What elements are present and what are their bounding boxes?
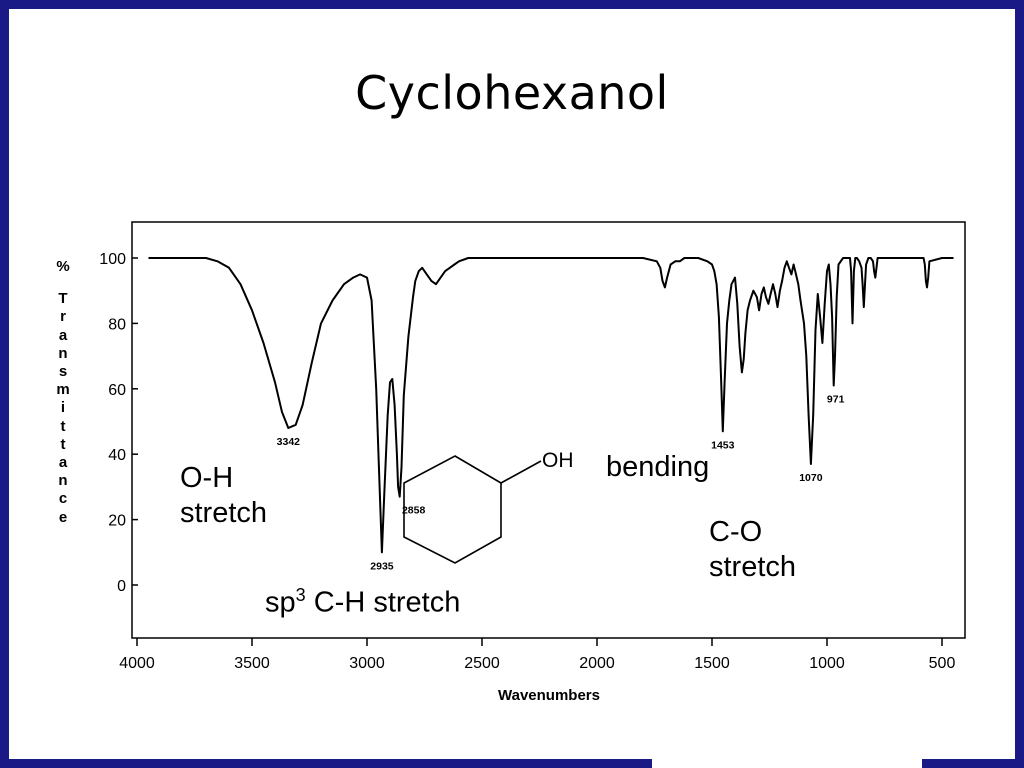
y-tick-label: 60 bbox=[108, 382, 126, 399]
y-axis-title-letter: T bbox=[58, 290, 68, 308]
peak-label: 3342 bbox=[277, 436, 301, 448]
peak-label: 2858 bbox=[402, 505, 426, 517]
peak-label: 971 bbox=[827, 394, 845, 406]
y-axis-title-letter: n bbox=[58, 472, 68, 490]
y-axis-title-letter: c bbox=[58, 490, 68, 508]
y-axis-title-letter: a bbox=[58, 454, 68, 472]
x-tick-label: 500 bbox=[929, 655, 956, 672]
ch-stretch-prefix: sp bbox=[265, 586, 296, 619]
y-axis-title-letter: s bbox=[58, 363, 68, 381]
ch-stretch-superscript: 3 bbox=[295, 585, 306, 605]
oh-stretch-line-1: O-H bbox=[180, 462, 234, 494]
x-axis-title: Wavenumbers bbox=[498, 687, 600, 704]
y-axis-title-letter: r bbox=[60, 308, 66, 326]
oh-stretch-annotation: O-H stretch bbox=[180, 461, 267, 531]
y-axis-title-letter: t bbox=[60, 435, 66, 453]
peak-label: 1070 bbox=[799, 472, 823, 484]
bending-annotation: bending bbox=[606, 451, 710, 483]
oh-group-label: OH bbox=[542, 449, 574, 472]
peak-label: 2935 bbox=[370, 560, 394, 572]
frame-bottom-bar-left bbox=[0, 759, 652, 768]
x-tick-label: 1500 bbox=[694, 655, 730, 672]
y-axis-title-letter: e bbox=[58, 508, 68, 526]
slide-title: Cyclohexanol bbox=[355, 66, 669, 120]
x-tick-label: 2500 bbox=[464, 655, 500, 672]
ch-stretch-suffix: C-H stretch bbox=[305, 586, 461, 619]
x-tick-label: 3000 bbox=[349, 655, 385, 672]
y-tick-label: 20 bbox=[108, 513, 126, 530]
y-tick-label: 0 bbox=[117, 578, 126, 595]
y-tick-label: 100 bbox=[99, 251, 126, 268]
x-tick-label: 1000 bbox=[809, 655, 845, 672]
y-tick-label: 80 bbox=[108, 316, 126, 333]
co-stretch-annotation: C-O stretch bbox=[709, 515, 796, 585]
oh-stretch-line-2: stretch bbox=[180, 497, 268, 529]
x-tick-label: 3500 bbox=[234, 655, 270, 672]
y-axis-title-letter: i bbox=[60, 399, 66, 417]
cyclohexanol-structure: OH bbox=[403, 449, 574, 564]
plot-area-frame bbox=[131, 221, 966, 639]
y-axis-title-letter: t bbox=[60, 417, 66, 435]
peak-labels: 3342 2935 2858 1453 1070 971 bbox=[277, 394, 845, 573]
y-axis-title-letter: n bbox=[58, 344, 68, 362]
frame-bottom-bar-right bbox=[922, 759, 1024, 768]
y-axis-ticks: 100 80 60 40 20 0 bbox=[99, 251, 138, 595]
co-stretch-line-1: C-O bbox=[709, 516, 763, 548]
y-axis-title-letter: m bbox=[56, 381, 70, 399]
y-axis-title-symbol: % bbox=[56, 258, 70, 275]
x-tick-label: 4000 bbox=[119, 655, 155, 672]
x-axis-ticks: 4000 3500 3000 2500 2000 1500 1000 500 bbox=[119, 638, 955, 672]
oh-bond bbox=[500, 460, 542, 484]
peak-label: 1453 bbox=[711, 439, 735, 451]
x-tick-label: 2000 bbox=[579, 655, 615, 672]
y-axis-title-letter: a bbox=[58, 326, 68, 344]
co-stretch-line-2: stretch bbox=[709, 551, 797, 583]
y-tick-label: 40 bbox=[108, 447, 126, 464]
spectrum-line bbox=[148, 257, 954, 554]
ch-stretch-annotation: sp3 C-H stretch bbox=[265, 578, 460, 621]
